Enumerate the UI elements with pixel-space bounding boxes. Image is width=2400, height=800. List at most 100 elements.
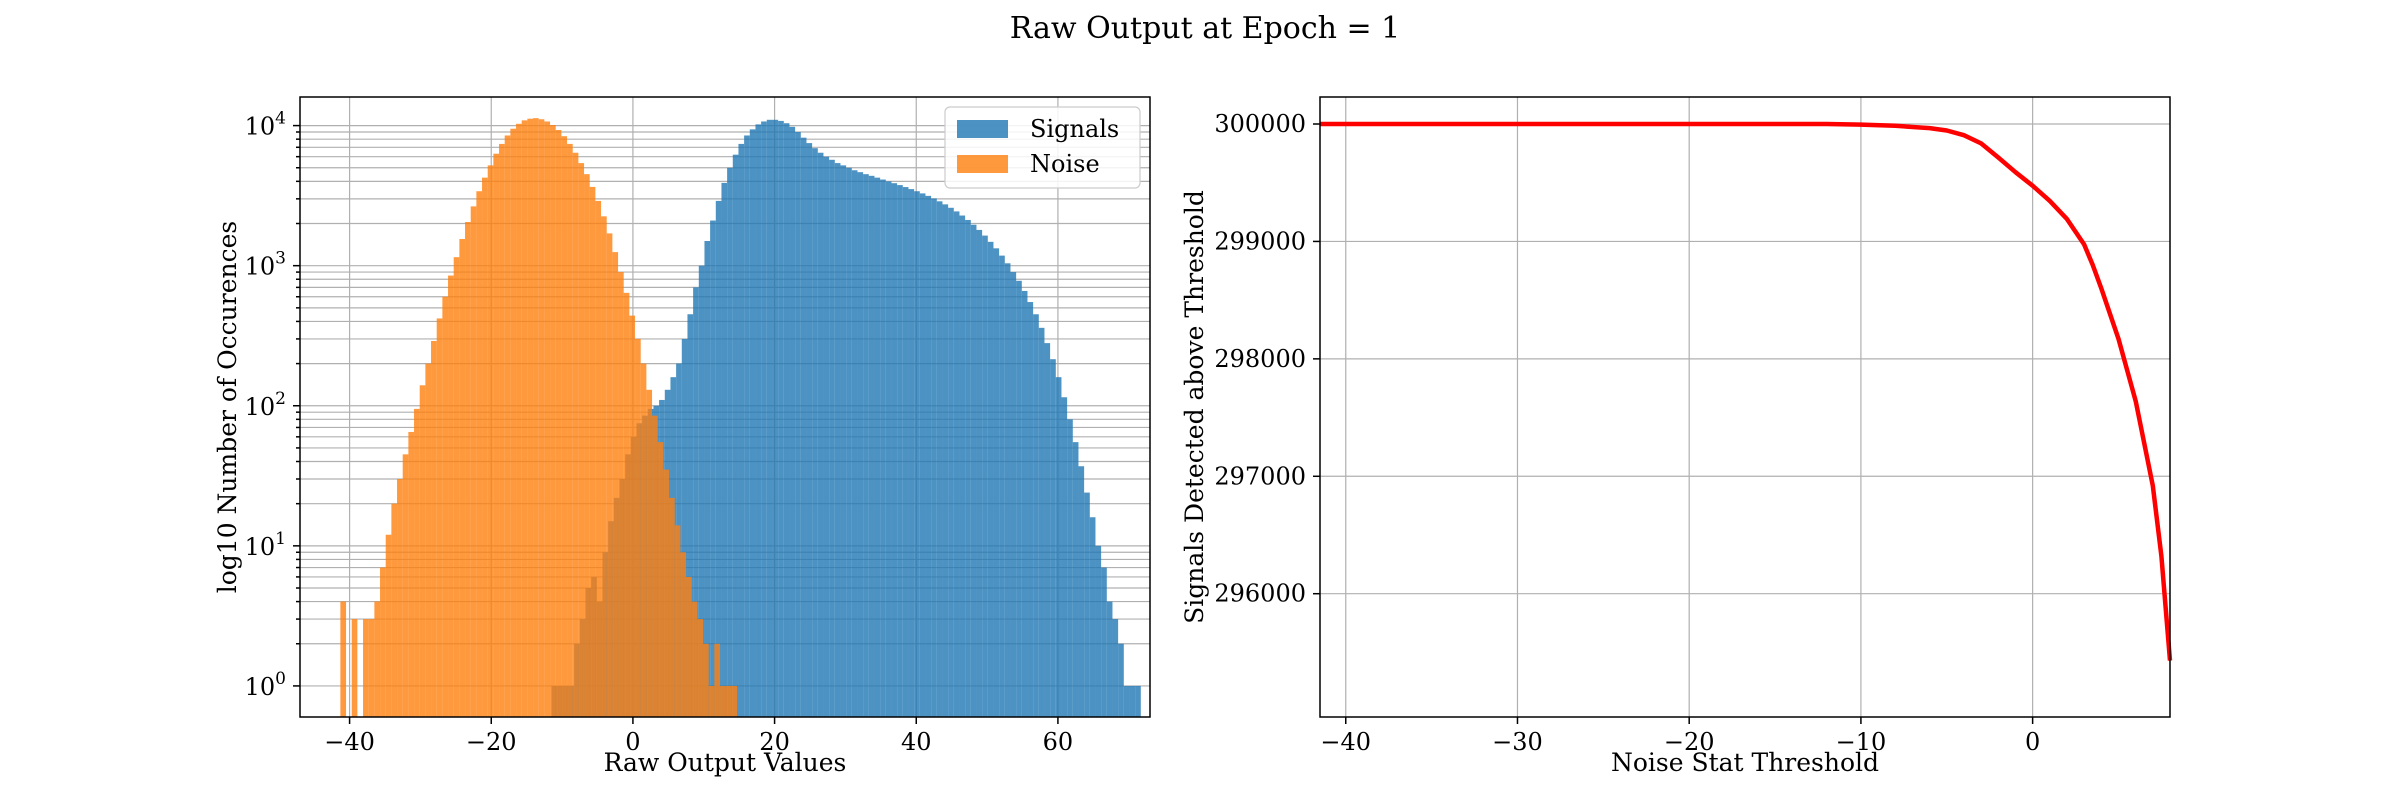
signals-bar bbox=[897, 185, 903, 717]
signals-bar bbox=[744, 135, 750, 717]
signals-bar bbox=[823, 156, 830, 718]
noise-bar bbox=[408, 431, 415, 717]
y-tick-label: 297000 bbox=[1214, 462, 1306, 490]
noise-bar bbox=[340, 601, 347, 717]
noise-bar bbox=[442, 296, 449, 717]
noise-bar bbox=[448, 275, 454, 717]
signals-bar bbox=[970, 224, 977, 717]
noise-bar bbox=[652, 415, 658, 717]
noise-bar bbox=[657, 442, 664, 717]
signals-bar bbox=[1123, 685, 1130, 717]
histogram-axes-frame bbox=[299, 96, 1151, 718]
noise-bar bbox=[550, 124, 556, 717]
noise-bar bbox=[499, 143, 505, 717]
signals-bar bbox=[891, 183, 898, 717]
signals-bar bbox=[681, 338, 688, 717]
line-x-axis-label: Noise Stat Threshold bbox=[1611, 748, 1879, 777]
noise-bar bbox=[635, 338, 641, 717]
signals-bar bbox=[1084, 492, 1090, 717]
noise-bar bbox=[482, 177, 488, 717]
signals-bar bbox=[976, 229, 983, 718]
signals-bar bbox=[721, 182, 728, 717]
x-tick-label: 20 bbox=[759, 728, 790, 756]
y-tick-label: 300000 bbox=[1214, 110, 1306, 138]
noise-bar bbox=[397, 479, 403, 717]
signals-bar bbox=[908, 189, 915, 717]
signals-bar bbox=[738, 143, 745, 717]
noise-bar bbox=[476, 191, 483, 718]
signals-bar bbox=[1095, 545, 1102, 717]
signals-bar bbox=[936, 201, 943, 717]
y-tick-label: 104 bbox=[245, 109, 286, 141]
y-tick-label: 298000 bbox=[1214, 345, 1306, 373]
signals-bar bbox=[993, 248, 1000, 717]
signals-bar bbox=[919, 193, 926, 717]
figure-title: Raw Output at Epoch = 1 bbox=[1010, 11, 1401, 46]
signals-bar bbox=[1106, 601, 1113, 717]
signals-bar bbox=[953, 211, 960, 717]
histogram-x-axis-label: Raw Output Values bbox=[604, 748, 847, 777]
threshold-line-chart: −40 −30 −20 −10 0 296000 297000 298000 299000 30… bbox=[1180, 96, 2173, 777]
noise-bar bbox=[612, 252, 619, 717]
noise-bar bbox=[623, 292, 630, 717]
signals-bar bbox=[755, 124, 762, 718]
signals-bar bbox=[948, 207, 954, 717]
signals-bar bbox=[942, 204, 949, 718]
noise-bar bbox=[544, 121, 551, 717]
signals-bar bbox=[834, 163, 841, 717]
signals-bar bbox=[868, 175, 875, 717]
signals-bar bbox=[1044, 343, 1051, 717]
signals-bar bbox=[925, 195, 932, 717]
noise-bar bbox=[697, 619, 704, 717]
noise-bar bbox=[453, 257, 460, 717]
signals-bar bbox=[840, 165, 847, 717]
signals-bar bbox=[880, 179, 886, 718]
signals-bar bbox=[1118, 643, 1124, 717]
noise-bar bbox=[572, 152, 579, 717]
noise-bar bbox=[459, 239, 466, 717]
noise-bar bbox=[380, 567, 386, 717]
signals-bar bbox=[1050, 359, 1056, 717]
signals-bar bbox=[761, 121, 767, 717]
noise-bar bbox=[414, 408, 420, 717]
signals-bar bbox=[710, 220, 716, 717]
signals-bar bbox=[999, 255, 1005, 717]
signals-bar bbox=[851, 170, 858, 717]
signals-bar bbox=[1089, 517, 1096, 717]
histogram-legend: Signals Noise bbox=[944, 106, 1141, 189]
noise-bar bbox=[425, 363, 432, 717]
signals-bar bbox=[885, 181, 892, 718]
y-tick-label: 103 bbox=[245, 249, 286, 281]
x-tick-label: −20 bbox=[466, 728, 517, 756]
legend-swatch-signals bbox=[957, 120, 1008, 138]
signals-bar bbox=[1101, 567, 1107, 717]
noise-bar bbox=[487, 165, 494, 717]
signals-bar bbox=[902, 187, 909, 717]
signals-bar bbox=[1038, 327, 1045, 717]
noise-bar bbox=[538, 119, 545, 718]
signals-bar bbox=[959, 215, 966, 717]
x-tick-label: 0 bbox=[2025, 728, 2040, 756]
signals-bar bbox=[1055, 377, 1062, 717]
x-tick-label: −20 bbox=[1664, 728, 1715, 756]
noise-bar bbox=[691, 601, 698, 717]
noise-bar bbox=[686, 576, 692, 717]
signals-bar bbox=[800, 137, 807, 718]
x-tick-label: 40 bbox=[901, 728, 932, 756]
noise-bar bbox=[714, 643, 721, 717]
noise-bar bbox=[561, 136, 568, 717]
legend-swatch-noise bbox=[957, 155, 1008, 173]
noise-bar bbox=[669, 497, 675, 717]
signals-detected-line bbox=[1320, 121, 2173, 661]
legend-label-noise: Noise bbox=[1030, 150, 1100, 178]
signals-bar bbox=[698, 265, 705, 717]
noise-bar bbox=[493, 153, 500, 717]
noise-bar bbox=[431, 340, 437, 717]
signals-bar bbox=[982, 235, 988, 717]
noise-bar bbox=[640, 363, 647, 717]
noise-bar bbox=[731, 685, 738, 717]
signals-bar bbox=[846, 167, 852, 718]
histogram-chart: −40 −20 0 20 40 60 100 101 102 103 104 Raw Output… bbox=[213, 96, 1151, 777]
signals-bar bbox=[817, 152, 824, 717]
y-tick-label: 100 bbox=[245, 669, 286, 701]
